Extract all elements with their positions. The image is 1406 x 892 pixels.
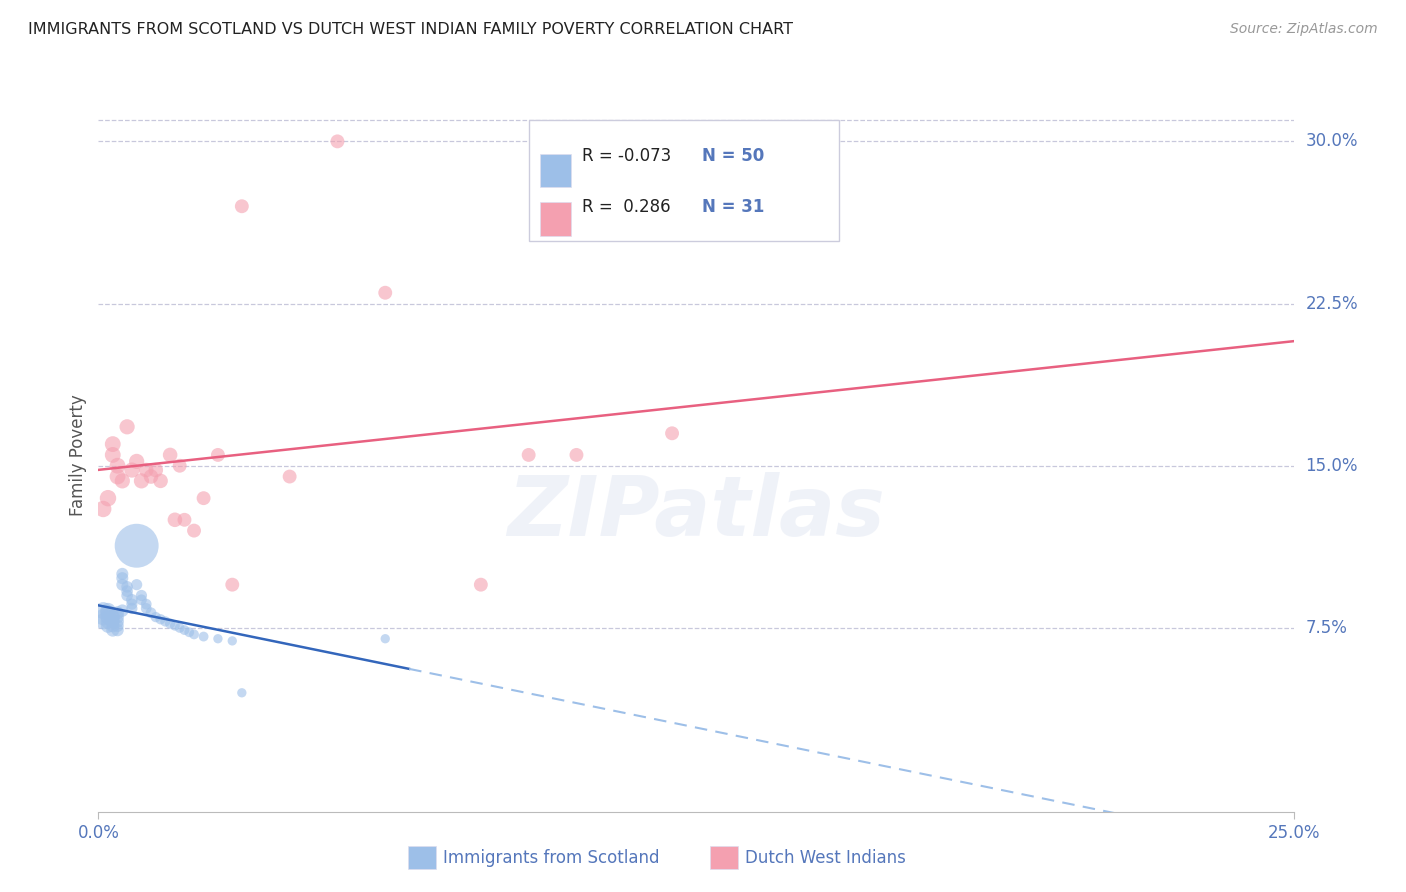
Point [121, 601, 143, 615]
Y-axis label: Family Poverty: Family Poverty [69, 394, 87, 516]
Point [121, 463, 143, 477]
Point [278, 469, 301, 483]
Point [101, 615, 124, 629]
Point [173, 513, 195, 527]
Point [326, 134, 349, 148]
Point [101, 437, 124, 451]
Point [565, 448, 588, 462]
Point [183, 627, 205, 641]
Text: Source: ZipAtlas.com: Source: ZipAtlas.com [1230, 22, 1378, 37]
Point [131, 474, 153, 488]
Point [139, 606, 162, 620]
Point [101, 619, 124, 633]
Text: N = 31: N = 31 [702, 198, 763, 216]
Point [135, 463, 157, 477]
Point [183, 524, 205, 538]
Point [91, 615, 114, 629]
Text: 15.0%: 15.0% [1305, 457, 1358, 475]
Point [221, 577, 243, 591]
Point [111, 571, 134, 585]
Text: R = -0.073: R = -0.073 [582, 147, 671, 165]
Point [101, 610, 124, 624]
Point [91, 610, 114, 624]
Point [125, 539, 148, 553]
Point [91, 502, 114, 516]
Text: ZIPatlas: ZIPatlas [508, 472, 884, 552]
Point [139, 469, 162, 483]
Point [115, 580, 138, 594]
Point [97, 491, 120, 505]
Point [517, 448, 540, 462]
Text: 22.5%: 22.5% [1305, 294, 1358, 312]
Text: IMMIGRANTS FROM SCOTLAND VS DUTCH WEST INDIAN FAMILY POVERTY CORRELATION CHART: IMMIGRANTS FROM SCOTLAND VS DUTCH WEST I… [28, 22, 793, 37]
Text: Immigrants from Scotland: Immigrants from Scotland [443, 849, 659, 867]
Point [101, 448, 124, 462]
Point [121, 597, 143, 611]
Point [145, 610, 167, 624]
Point [149, 612, 172, 626]
Point [107, 623, 129, 637]
Point [193, 491, 215, 505]
Point [111, 604, 134, 618]
Point [107, 606, 129, 620]
Point [207, 632, 229, 646]
Point [374, 285, 396, 300]
Text: 30.0%: 30.0% [1305, 132, 1358, 151]
Point [125, 577, 148, 591]
Point [661, 426, 683, 441]
Point [121, 592, 143, 607]
Text: R =  0.286: R = 0.286 [582, 198, 671, 216]
Point [374, 632, 396, 646]
Point [97, 610, 120, 624]
Point [155, 615, 177, 629]
Point [107, 610, 129, 624]
Point [145, 463, 167, 477]
Point [135, 597, 157, 611]
Text: N = 50: N = 50 [702, 147, 763, 165]
Point [107, 615, 129, 629]
Point [97, 606, 120, 620]
Point [179, 625, 201, 640]
Point [111, 566, 134, 581]
Point [107, 619, 129, 633]
Point [163, 513, 186, 527]
Point [115, 589, 138, 603]
Point [107, 469, 129, 483]
Point [91, 604, 114, 618]
Point [131, 592, 153, 607]
Point [115, 584, 138, 599]
Point [131, 589, 153, 603]
Point [115, 419, 138, 434]
Point [221, 633, 243, 648]
Point [169, 458, 191, 473]
Point [159, 616, 181, 631]
Point [111, 577, 134, 591]
Point [101, 615, 124, 629]
Point [231, 686, 253, 700]
Point [173, 623, 195, 637]
Point [107, 458, 129, 473]
Point [97, 619, 120, 633]
Point [470, 577, 492, 591]
Text: 7.5%: 7.5% [1305, 619, 1347, 637]
Point [135, 601, 157, 615]
Point [193, 630, 215, 644]
Point [125, 454, 148, 468]
Point [97, 615, 120, 629]
Point [101, 610, 124, 624]
Point [163, 619, 186, 633]
Text: Dutch West Indians: Dutch West Indians [745, 849, 905, 867]
Point [207, 448, 229, 462]
Point [169, 621, 191, 635]
Point [101, 623, 124, 637]
Point [97, 604, 120, 618]
Point [159, 448, 181, 462]
Point [149, 474, 172, 488]
Point [111, 474, 134, 488]
Point [231, 199, 253, 213]
